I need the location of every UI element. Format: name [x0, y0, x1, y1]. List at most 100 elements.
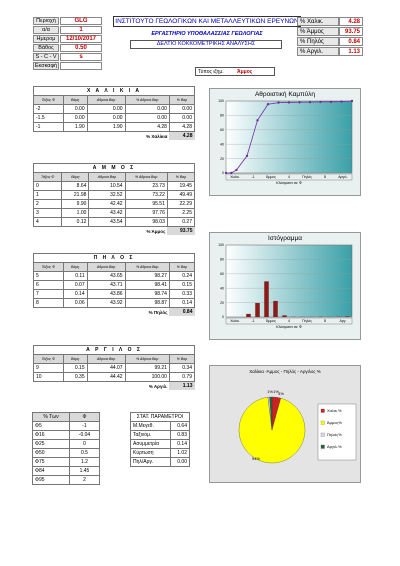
table-cell: Φ75: [32, 457, 70, 467]
table-cell: 0.00: [169, 457, 191, 467]
table-cell: -2: [33, 104, 64, 114]
cumulative-svg: 0 20 40 60 80 100 Χαλικ. -1 Άμμος 4 Πηλός 8 Αργιλ. Κλ…: [218, 99, 354, 185]
table-cell: Κύρτωση: [130, 448, 171, 458]
table-row: 0 8.64 10.54 23.73 19.45: [32, 181, 196, 191]
table-row: 10 0.35 44.42 100.00 0.79: [33, 372, 196, 382]
x-tick-label: Χαλικ.: [230, 319, 240, 323]
table-cell: 0.34: [168, 363, 196, 373]
sediment-type-label: Τύπος ιζημ.: [198, 69, 224, 75]
table-cell: 3: [32, 208, 63, 218]
legend-swatch: [320, 408, 325, 413]
table-cell: 98.41: [124, 280, 170, 290]
column-header: Αθροισ.Βαρ: [86, 95, 126, 105]
table-cell: Πηλ/Αργ.: [130, 457, 171, 467]
sediment-type-value: Άμμος: [236, 69, 253, 75]
y-tick-label: 80: [220, 258, 224, 262]
header-field-value: [60, 62, 102, 70]
table-cell: -1: [68, 421, 101, 431]
table-row: Μ.Μεγεθ. 0.64: [130, 421, 191, 431]
table-row: 6 0.07 43.71 98.41 0.15: [33, 280, 196, 290]
legend-label: Αργιλ.%: [327, 444, 342, 449]
table-cell: 44.42: [86, 372, 126, 382]
x-tick-label: Αργ.: [339, 319, 346, 323]
data-point: [256, 119, 259, 122]
column-header: % Βαρ: [168, 262, 196, 272]
table-cell: -1: [33, 122, 64, 132]
table-row: Φ50 0.5: [32, 448, 101, 458]
pie-slice-label: 94%: [252, 456, 260, 461]
percent-value: 1.13: [339, 47, 363, 56]
table-cell: 0.14: [168, 298, 196, 308]
table-cell: 23.73: [124, 181, 168, 191]
table-cell: 44.07: [86, 363, 126, 373]
pie-slice-label: 1%: [273, 389, 279, 394]
x-axis-box: [225, 317, 353, 325]
table-cell: Ασυμμετρία: [130, 439, 171, 449]
table-cell: 98.87: [124, 298, 170, 308]
sediment-type-box: Τύπος ιζημ. Άμμος: [195, 67, 275, 76]
table-cell: 0: [68, 439, 101, 449]
silt-table: Π Η Λ Ο Σ Τάξεις Φ Βάρη Αθροισ.Βαρ% Αθροισ.…: [33, 253, 196, 316]
phi-header: Φ: [68, 412, 101, 422]
table-cell: 0.33: [168, 289, 196, 299]
pie-slice: [238, 397, 306, 464]
pie-slice-label: 1%: [267, 389, 273, 394]
table-cell: 97.76: [124, 208, 168, 218]
table-cell: 99.21: [124, 363, 170, 373]
data-point: [308, 100, 312, 104]
column-header: Βάρη: [62, 354, 88, 364]
x-axis-title: Κλάσματα σε Φ: [276, 325, 303, 329]
table-cell: 0.15: [62, 363, 88, 373]
x-tick-label: -1: [251, 175, 254, 179]
column-header: % Αθροισ.Βαρ: [124, 262, 170, 272]
y-tick-label: 0: [222, 171, 224, 175]
column-header: % Αθροισ.Βαρ: [124, 354, 170, 364]
table-cell: Φ25: [32, 439, 70, 449]
table-cell: 100.00: [124, 372, 170, 382]
table-cell: 4: [32, 217, 63, 227]
table-row: 7 0.14 43.86 98.74 0.33: [33, 289, 196, 299]
table-row: Φ95 2: [32, 475, 101, 485]
table-cell: -1.5: [33, 113, 64, 123]
x-tick-label: Χαλικ.: [230, 175, 240, 179]
table-cell: Φ95: [32, 475, 70, 485]
silt-title: Π Η Λ Ο Σ: [33, 253, 195, 263]
table-row: Φ84 1.45: [32, 466, 101, 476]
table-cell: 0.12: [61, 217, 90, 227]
table-cell: 95.51: [124, 199, 168, 209]
table-cell: 43.65: [86, 271, 126, 281]
header-field-value: 0.50: [60, 44, 102, 52]
pie-slice-label: 4%: [278, 391, 284, 396]
histogram-svg: 0 20 40 60 80 100 Χαλικ. -1 Άμμος 4 Πηλός 8 Αργ. Κλάσ…: [218, 243, 353, 329]
x-tick-label: -1: [251, 319, 254, 323]
x-tick-label: Αργιλ.: [338, 175, 348, 179]
table-cell: 19.45: [166, 181, 196, 191]
column-header: Βάρη: [61, 172, 90, 182]
y-tick-label: 20: [220, 157, 224, 161]
x-tick-label: 4: [288, 175, 290, 179]
column-header: Τάξεις Φ: [33, 354, 64, 364]
histogram-bar: [345, 316, 350, 317]
table-cell: 43.86: [86, 289, 126, 299]
column-header: % Βαρ: [168, 354, 196, 364]
cumulative-line: [226, 100, 353, 174]
table-cell: 4.28: [168, 122, 196, 132]
table-cell: 98.03: [124, 217, 168, 227]
column-header: Βάρη: [62, 262, 88, 272]
table-cell: 1.90: [62, 122, 88, 132]
institute-name: ΙΝΣΤΙΤΟΥΤΟ ΓΕΩΛΟΓΙΚΩΝ ΚΑΙ ΜΕΤΑΛΛΕΥΤΙΚΩΝ …: [113, 16, 301, 27]
data-point: [350, 99, 354, 103]
table-cell: 0.00: [86, 104, 126, 114]
data-point: [329, 100, 333, 104]
table-cell: Μ.Μεγεθ.: [130, 421, 171, 431]
table-cell: 42.42: [88, 199, 126, 209]
table-cell: 1.45: [68, 466, 101, 476]
table-cell: 10.54: [88, 181, 126, 191]
table-cell: 0.5: [68, 448, 101, 458]
table-cell: Φ50: [32, 448, 70, 458]
table-cell: 2: [32, 199, 63, 209]
table-row: -2 0.00 0.00 0.00 0.00: [33, 104, 196, 114]
data-point: [230, 171, 233, 175]
header-field-value: s: [60, 53, 102, 61]
table-cell: 0.07: [62, 280, 88, 290]
